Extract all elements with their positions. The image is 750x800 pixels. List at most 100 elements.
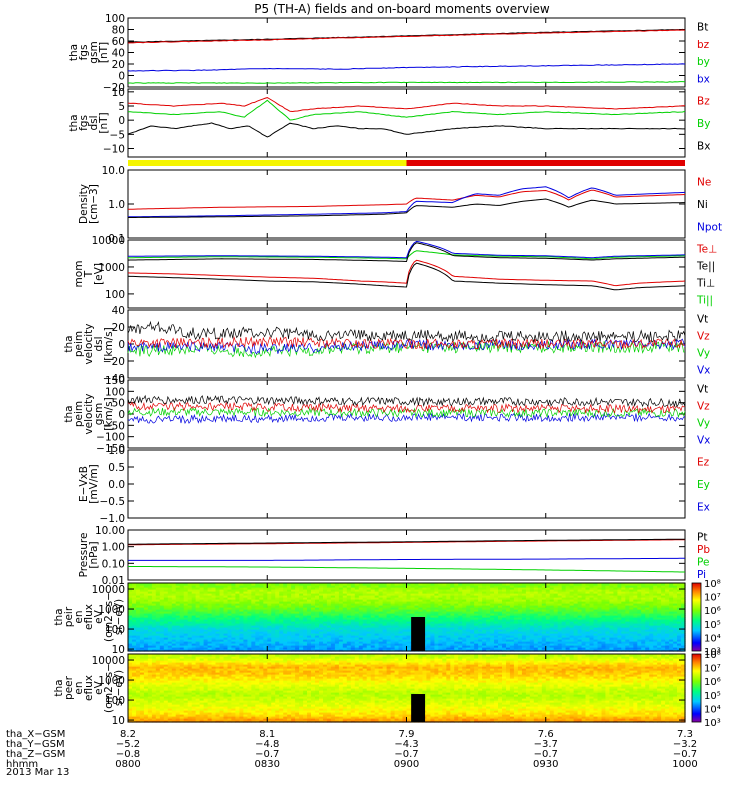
spectrogram-cell (657, 593, 662, 596)
spectrogram-cell (665, 601, 670, 604)
spectrogram-cell (259, 625, 264, 628)
legend-entry: Vz (697, 401, 710, 413)
spectrogram-cell (147, 609, 153, 612)
spectrogram-cell (386, 641, 392, 644)
spectrogram-cell (366, 617, 372, 620)
spectrogram-cell (673, 647, 678, 650)
spectrogram-cell (235, 627, 240, 630)
spectrogram-cell (231, 629, 236, 632)
spectrogram-cell (175, 641, 181, 644)
spectrogram-cell (374, 597, 380, 600)
spectrogram-cell (207, 595, 213, 598)
spectrogram-cell (402, 587, 408, 590)
spectrogram-cell (617, 649, 622, 652)
spectrogram-cell (374, 609, 380, 612)
spectrogram-cell (577, 625, 583, 628)
spectrogram-cell (151, 589, 157, 592)
spectrogram-cell (573, 631, 579, 634)
spectrogram-cell (474, 635, 479, 638)
spectrogram-cell (303, 611, 308, 614)
spectrogram-cell (323, 601, 328, 604)
spectrogram-cell (637, 637, 642, 640)
spectrogram-cell (183, 627, 189, 630)
spectrogram-cell (577, 635, 583, 638)
spectrogram-cell (462, 627, 467, 630)
spectrogram-cell (637, 585, 642, 588)
spectrogram-cell (398, 625, 404, 628)
spectrogram-cell (263, 607, 268, 610)
spectrogram-cell (211, 633, 217, 636)
spectrogram-cell (223, 585, 229, 588)
spectrogram-cell (569, 601, 575, 604)
spectrogram-cell (191, 621, 197, 624)
spectrogram-cell (553, 587, 559, 590)
spectrogram-cell (139, 639, 145, 642)
spectrogram-cell (490, 613, 495, 616)
spectrogram-cell (561, 649, 567, 652)
spectrogram-cell (350, 625, 356, 628)
spectrogram-cell (394, 633, 400, 636)
spectrogram-cell (557, 589, 563, 592)
spectrogram-cell (569, 585, 575, 588)
spectrogram-cell (319, 597, 324, 600)
spectrogram-cell (661, 649, 666, 652)
spectrogram-cell (641, 603, 646, 606)
spectrogram-cell (151, 617, 157, 620)
spectrogram-cell (203, 615, 209, 618)
spectrogram-cell (378, 625, 384, 628)
spectrogram-cell (171, 595, 177, 598)
spectrogram-cell (430, 649, 435, 652)
spectrogram-cell (537, 641, 543, 644)
spectrogram-cell (374, 619, 380, 622)
spectrogram-cell (191, 615, 197, 618)
spectrogram-cell (151, 607, 157, 610)
spectrogram-cell (513, 621, 519, 624)
spectrogram-cell (657, 611, 662, 614)
spectrogram-cell (406, 643, 412, 646)
spectrogram-cell (211, 623, 217, 626)
spectrogram-cell (330, 639, 336, 642)
spectrogram-cell (342, 591, 348, 594)
spectrogram-cell (147, 597, 153, 600)
spectrogram-cell (283, 605, 288, 608)
spectrogram-cell (653, 595, 658, 598)
legend-entry: Ey (697, 479, 710, 491)
spectrogram-cell (378, 645, 384, 648)
spectrogram-cell (299, 599, 304, 602)
spectrogram-cell (323, 605, 328, 608)
spectrogram-cell (191, 639, 197, 642)
spectrogram-cell (573, 621, 579, 624)
spectrogram-cell (235, 637, 240, 640)
spectrogram-cell (625, 603, 630, 606)
spectrogram-cell (203, 607, 209, 610)
spectrogram-cell (167, 635, 173, 638)
spectrogram-cell (155, 629, 161, 632)
spectrogram-cell (573, 605, 579, 608)
spectrogram-cell (462, 615, 467, 618)
spectrogram-cell (251, 617, 256, 620)
spectrogram-cell (386, 583, 392, 586)
spectrogram-cell (478, 637, 483, 640)
spectrogram-cell (450, 589, 455, 592)
spectrogram-cell (259, 595, 264, 598)
spectrogram-cell (334, 633, 340, 636)
spectrogram-cell (147, 599, 153, 602)
spectrogram-cell (653, 613, 658, 616)
spectrogram-cell (569, 637, 575, 640)
spectrogram-cell (243, 619, 248, 622)
spectrogram-cell (494, 593, 499, 596)
legend-entry: Pi (697, 569, 706, 581)
spectrogram-cell (529, 633, 535, 636)
spectrogram-cell (470, 595, 475, 598)
spectrogram-cell (323, 633, 328, 636)
spectrogram-cell (649, 631, 654, 634)
spectrogram-cell (418, 583, 423, 586)
spectrogram-cell (362, 595, 368, 598)
spectrogram-cell (605, 599, 610, 602)
spectrogram-cell (498, 625, 503, 628)
spectrogram-cell (609, 607, 614, 610)
spectrogram-cell (653, 629, 658, 632)
spectrogram-cell (390, 623, 396, 626)
spectrogram-cell (382, 613, 388, 616)
spectrogram-cell (223, 601, 229, 604)
